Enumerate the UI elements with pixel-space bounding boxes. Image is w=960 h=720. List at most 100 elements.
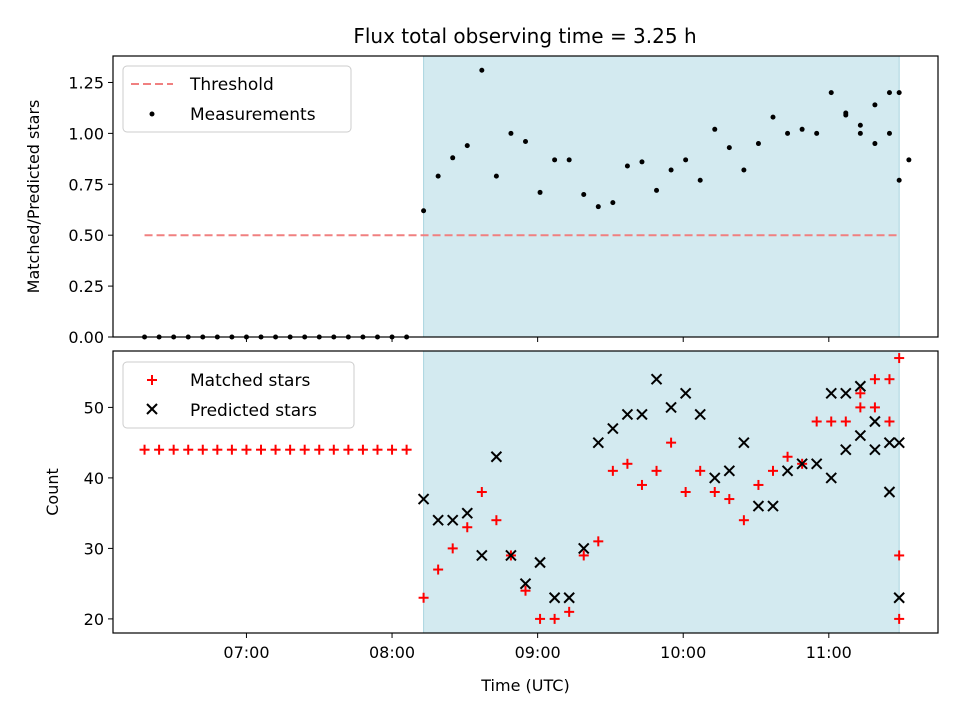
predicted-star-point (840, 387, 852, 400)
cross-b (869, 443, 881, 456)
measurement-point (872, 141, 878, 147)
measurement-point (886, 90, 892, 96)
predicted-stars-points (417, 373, 905, 604)
matched-star-point (666, 437, 677, 448)
matched-star-point (299, 444, 310, 455)
matched-star-point (607, 465, 618, 476)
bottom-panel: 20 30 40 50 07:00 08:00 09:00 10:00 11:00 Count… (43, 350, 939, 695)
matched-star-point (256, 444, 267, 455)
matched-star-point (894, 353, 905, 364)
predicted-star-point (476, 549, 488, 562)
predicted-star-point (781, 465, 794, 477)
cross-b (825, 472, 837, 484)
predicted-star-point (883, 436, 896, 449)
predicted-star-point (592, 436, 605, 449)
matched-star-point (855, 388, 866, 399)
matched-star-point (357, 444, 368, 455)
predicted-star-point (578, 542, 590, 555)
legend-matched-swatch (147, 375, 157, 385)
y-tick-label: 20 (84, 610, 104, 629)
cross-b (476, 549, 488, 562)
predicted-star-point (723, 465, 736, 477)
cross-b (490, 451, 503, 463)
measurement-point (697, 177, 703, 183)
cross-b (432, 514, 444, 526)
predicted-star-point (893, 592, 905, 604)
cross-b (446, 514, 459, 526)
measurement-point (755, 141, 761, 147)
matched-star-point (535, 613, 546, 624)
matched-star-point (593, 536, 604, 547)
cross-b (505, 549, 517, 562)
matched-star-point (826, 416, 837, 427)
y-tick-label: 0.25 (68, 277, 104, 296)
matched-star-point (418, 592, 429, 603)
x-tick-label: 11:00 (806, 643, 852, 662)
predicted-star-point (563, 592, 575, 604)
top-y-axis-label: Matched/Predicted stars (24, 100, 43, 294)
observing-window-shade-bottom (423, 350, 900, 634)
predicted-star-point (883, 486, 896, 498)
predicted-star-point (767, 500, 779, 512)
matched-star-point (447, 543, 458, 554)
cross-b (548, 592, 561, 604)
matched-star-point (372, 444, 383, 455)
y-tick-label: 40 (84, 469, 104, 488)
predicted-star-point (825, 472, 837, 484)
x-tick-label: 10:00 (660, 643, 706, 662)
predicted-star-point (893, 436, 905, 449)
cross-b (883, 436, 896, 449)
matched-star-point (285, 444, 296, 455)
matched-star-point (709, 487, 720, 497)
predicted-star-point (825, 387, 837, 400)
predicted-star-point (636, 408, 648, 421)
cross-b (738, 436, 750, 449)
matched-star-point (491, 515, 502, 526)
predicted-star-point (796, 458, 808, 470)
cross-b (893, 436, 905, 449)
matched-star-point (212, 444, 223, 455)
matched-star-point (622, 458, 633, 469)
measurement-point (726, 145, 732, 151)
cross-b (883, 486, 896, 498)
predicted-star-point (621, 408, 634, 421)
matched-star-point (387, 444, 398, 455)
matched-star-point (636, 479, 647, 490)
cross-b (810, 458, 823, 470)
matched-star-point (855, 402, 866, 413)
predicted-star-point (869, 415, 881, 428)
predicted-star-point (854, 380, 867, 392)
matched-star-point (328, 444, 339, 455)
cross-b (679, 387, 692, 400)
measurement-point (610, 200, 616, 206)
cross-b (592, 436, 605, 449)
measurement-point (464, 143, 470, 149)
predicted-star-point (752, 500, 765, 512)
matched-star-point (869, 374, 880, 385)
bottom-x-ticks: 07:00 08:00 09:00 10:00 11:00 (223, 633, 852, 662)
predicted-star-point (417, 493, 430, 505)
cross-b (854, 380, 867, 392)
measurement-point (683, 157, 689, 163)
predicted-star-point (840, 443, 852, 456)
predicted-star-point (709, 472, 721, 484)
legend-measurements-swatch (149, 111, 155, 117)
matched-star-point (894, 550, 905, 561)
matched-star-point (840, 416, 851, 427)
top-legend-box (122, 65, 352, 133)
legend-predicted-swatch (146, 403, 158, 415)
measurement-point (886, 130, 892, 136)
y-tick-label: 0.75 (68, 175, 104, 194)
matched-star-point (869, 402, 880, 413)
matched-star-point (197, 444, 208, 455)
y-tick-label: 30 (84, 539, 104, 558)
matched-star-point (520, 585, 531, 596)
cross-b (723, 465, 736, 477)
measurement-point (595, 204, 601, 210)
measurement-point (566, 157, 572, 163)
matched-star-point (578, 550, 589, 561)
measurement-point (857, 122, 863, 128)
measurement-point (896, 177, 902, 183)
matched-star-point (724, 494, 735, 505)
